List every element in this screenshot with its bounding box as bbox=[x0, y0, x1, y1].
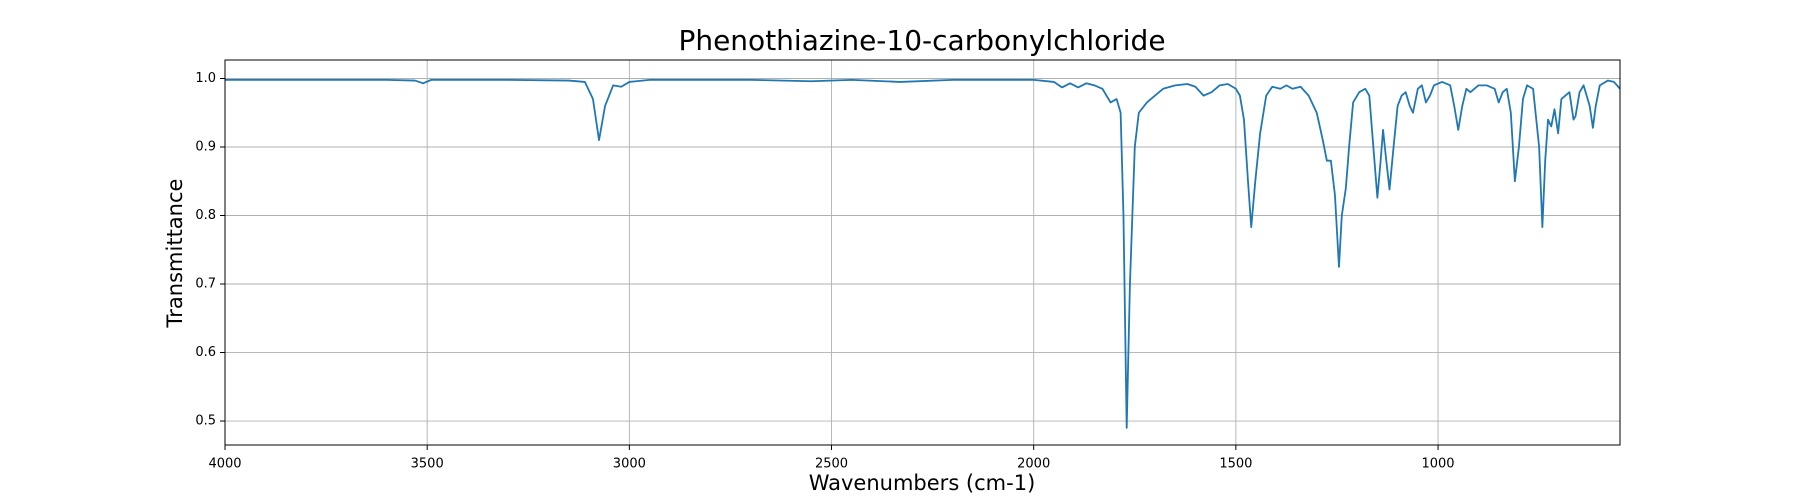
y-tick-label: 1.0 bbox=[195, 71, 216, 86]
x-tick-label: 1000 bbox=[1421, 457, 1454, 472]
x-tick-label: 3500 bbox=[411, 457, 444, 472]
plot-frame bbox=[224, 59, 1621, 446]
spectrum-line bbox=[225, 78, 1621, 429]
x-axis-label: Wavenumbers (cm-1) bbox=[809, 471, 1036, 495]
y-tick-label: 0.6 bbox=[195, 345, 216, 360]
x-tick-label: 2000 bbox=[1017, 457, 1050, 472]
chart-title: Phenothiazine-10-carbonylchloride bbox=[678, 24, 1165, 57]
x-tick-label: 1500 bbox=[1219, 457, 1252, 472]
y-tick-label: 0.5 bbox=[195, 414, 216, 429]
y-axis-label: Transmittance bbox=[163, 179, 187, 329]
x-tick-label: 2500 bbox=[815, 457, 848, 472]
y-tick-label: 0.9 bbox=[195, 140, 216, 155]
x-tick-label: 3000 bbox=[613, 457, 646, 472]
y-tick-label: 0.7 bbox=[195, 277, 216, 292]
x-tick-label: 4000 bbox=[208, 457, 241, 472]
y-tick-label: 0.8 bbox=[195, 208, 216, 223]
